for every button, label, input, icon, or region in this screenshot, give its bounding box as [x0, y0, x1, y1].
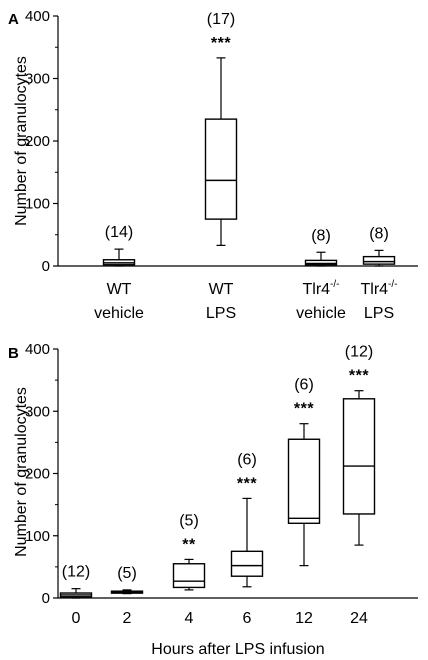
sample-size-label: (5)	[117, 565, 137, 582]
category-label: WT	[107, 281, 132, 298]
sample-size-label: (6)	[294, 377, 314, 394]
y-tick-label: 200	[25, 466, 50, 483]
category-label-line2: LPS	[206, 305, 236, 322]
iqr-box	[230, 550, 264, 577]
category-label: 24	[350, 610, 368, 627]
y-tick-label: 0	[42, 258, 50, 275]
category-label-line2: vehicle	[296, 305, 346, 322]
significance-label: ***	[211, 35, 231, 52]
category-label: 2	[123, 610, 132, 627]
significance-label: **	[182, 536, 196, 553]
category-label: WT	[209, 281, 234, 298]
box-3: (8)	[362, 225, 396, 267]
y-tick-label: 300	[25, 71, 50, 88]
panel-b: B 0 100 200 300 400 Number of granulocytes (12)…	[8, 341, 418, 658]
category-label: 12	[295, 610, 313, 627]
iqr-box	[304, 259, 338, 266]
sample-size-label: (8)	[369, 225, 389, 242]
box-5: *** (12)	[342, 344, 376, 546]
sample-size-label: (14)	[105, 224, 133, 241]
box-2: (8)	[304, 227, 338, 267]
iqr-box	[204, 118, 238, 220]
y-tick-label: 100	[25, 528, 50, 545]
category-label: Tlr4-/-	[360, 279, 397, 298]
sample-size-label: (8)	[311, 227, 331, 244]
box-1: *** (17)	[204, 11, 238, 246]
box-3: *** (6)	[230, 451, 264, 588]
box-0: (12)	[59, 564, 93, 599]
category-label-line1: WT	[107, 281, 132, 298]
iqr-box	[342, 398, 376, 515]
box-0: (14)	[102, 224, 136, 267]
y-tick-label: 0	[42, 590, 50, 607]
y-tick-label: 400	[25, 8, 50, 25]
box-2: ** (5)	[172, 512, 206, 591]
category-label-line1: 0	[72, 610, 81, 627]
category-label-superscript: -/-	[330, 279, 339, 290]
y-tick-label: 300	[25, 403, 50, 420]
x-axis-title: Hours after LPS infusion	[151, 641, 324, 658]
category-label: 4	[185, 610, 194, 627]
significance-label: ***	[294, 401, 314, 418]
iqr-box	[362, 255, 396, 265]
sample-size-label: (12)	[345, 344, 373, 361]
category-label-superscript: -/-	[388, 279, 397, 290]
panel-letter: A	[8, 11, 19, 28]
category-label: 6	[243, 610, 252, 627]
category-label-line1: 12	[295, 610, 313, 627]
iqr-box	[172, 563, 206, 589]
panel-a: A 0 100 200 300 400 Number of granulocytes (14)…	[8, 8, 418, 322]
y-axis-title: Number of granulocytes	[13, 387, 30, 557]
category-label: 0	[72, 610, 81, 627]
y-tick-label: 200	[25, 133, 50, 150]
category-label-line1: WT	[209, 281, 234, 298]
y-axis-title: Number of granulocytes	[13, 56, 30, 226]
category-label-line2: vehicle	[94, 305, 144, 322]
category-label-line1: 6	[243, 610, 252, 627]
box-4: *** (6)	[287, 377, 321, 567]
significance-label: ***	[237, 475, 257, 492]
category-label-line2: LPS	[364, 305, 394, 322]
y-tick-label: 400	[25, 341, 50, 358]
category-label-line1: 24	[350, 610, 368, 627]
category-label-line1: 4	[185, 610, 194, 627]
sample-size-label: (5)	[179, 512, 199, 529]
significance-label: ***	[349, 368, 369, 385]
sample-size-label: (17)	[207, 11, 235, 28]
panel-letter: B	[8, 345, 19, 362]
y-tick-label: 100	[25, 196, 50, 213]
category-label-line1: Tlr4	[302, 281, 330, 298]
box-1: (5)	[110, 565, 144, 595]
sample-size-label: (12)	[62, 564, 90, 581]
category-label: Tlr4-/-	[302, 279, 339, 298]
category-label-line1: 2	[123, 610, 132, 627]
sample-size-label: (6)	[237, 451, 257, 468]
iqr-box	[287, 438, 321, 525]
category-label-line1: Tlr4	[360, 281, 388, 298]
